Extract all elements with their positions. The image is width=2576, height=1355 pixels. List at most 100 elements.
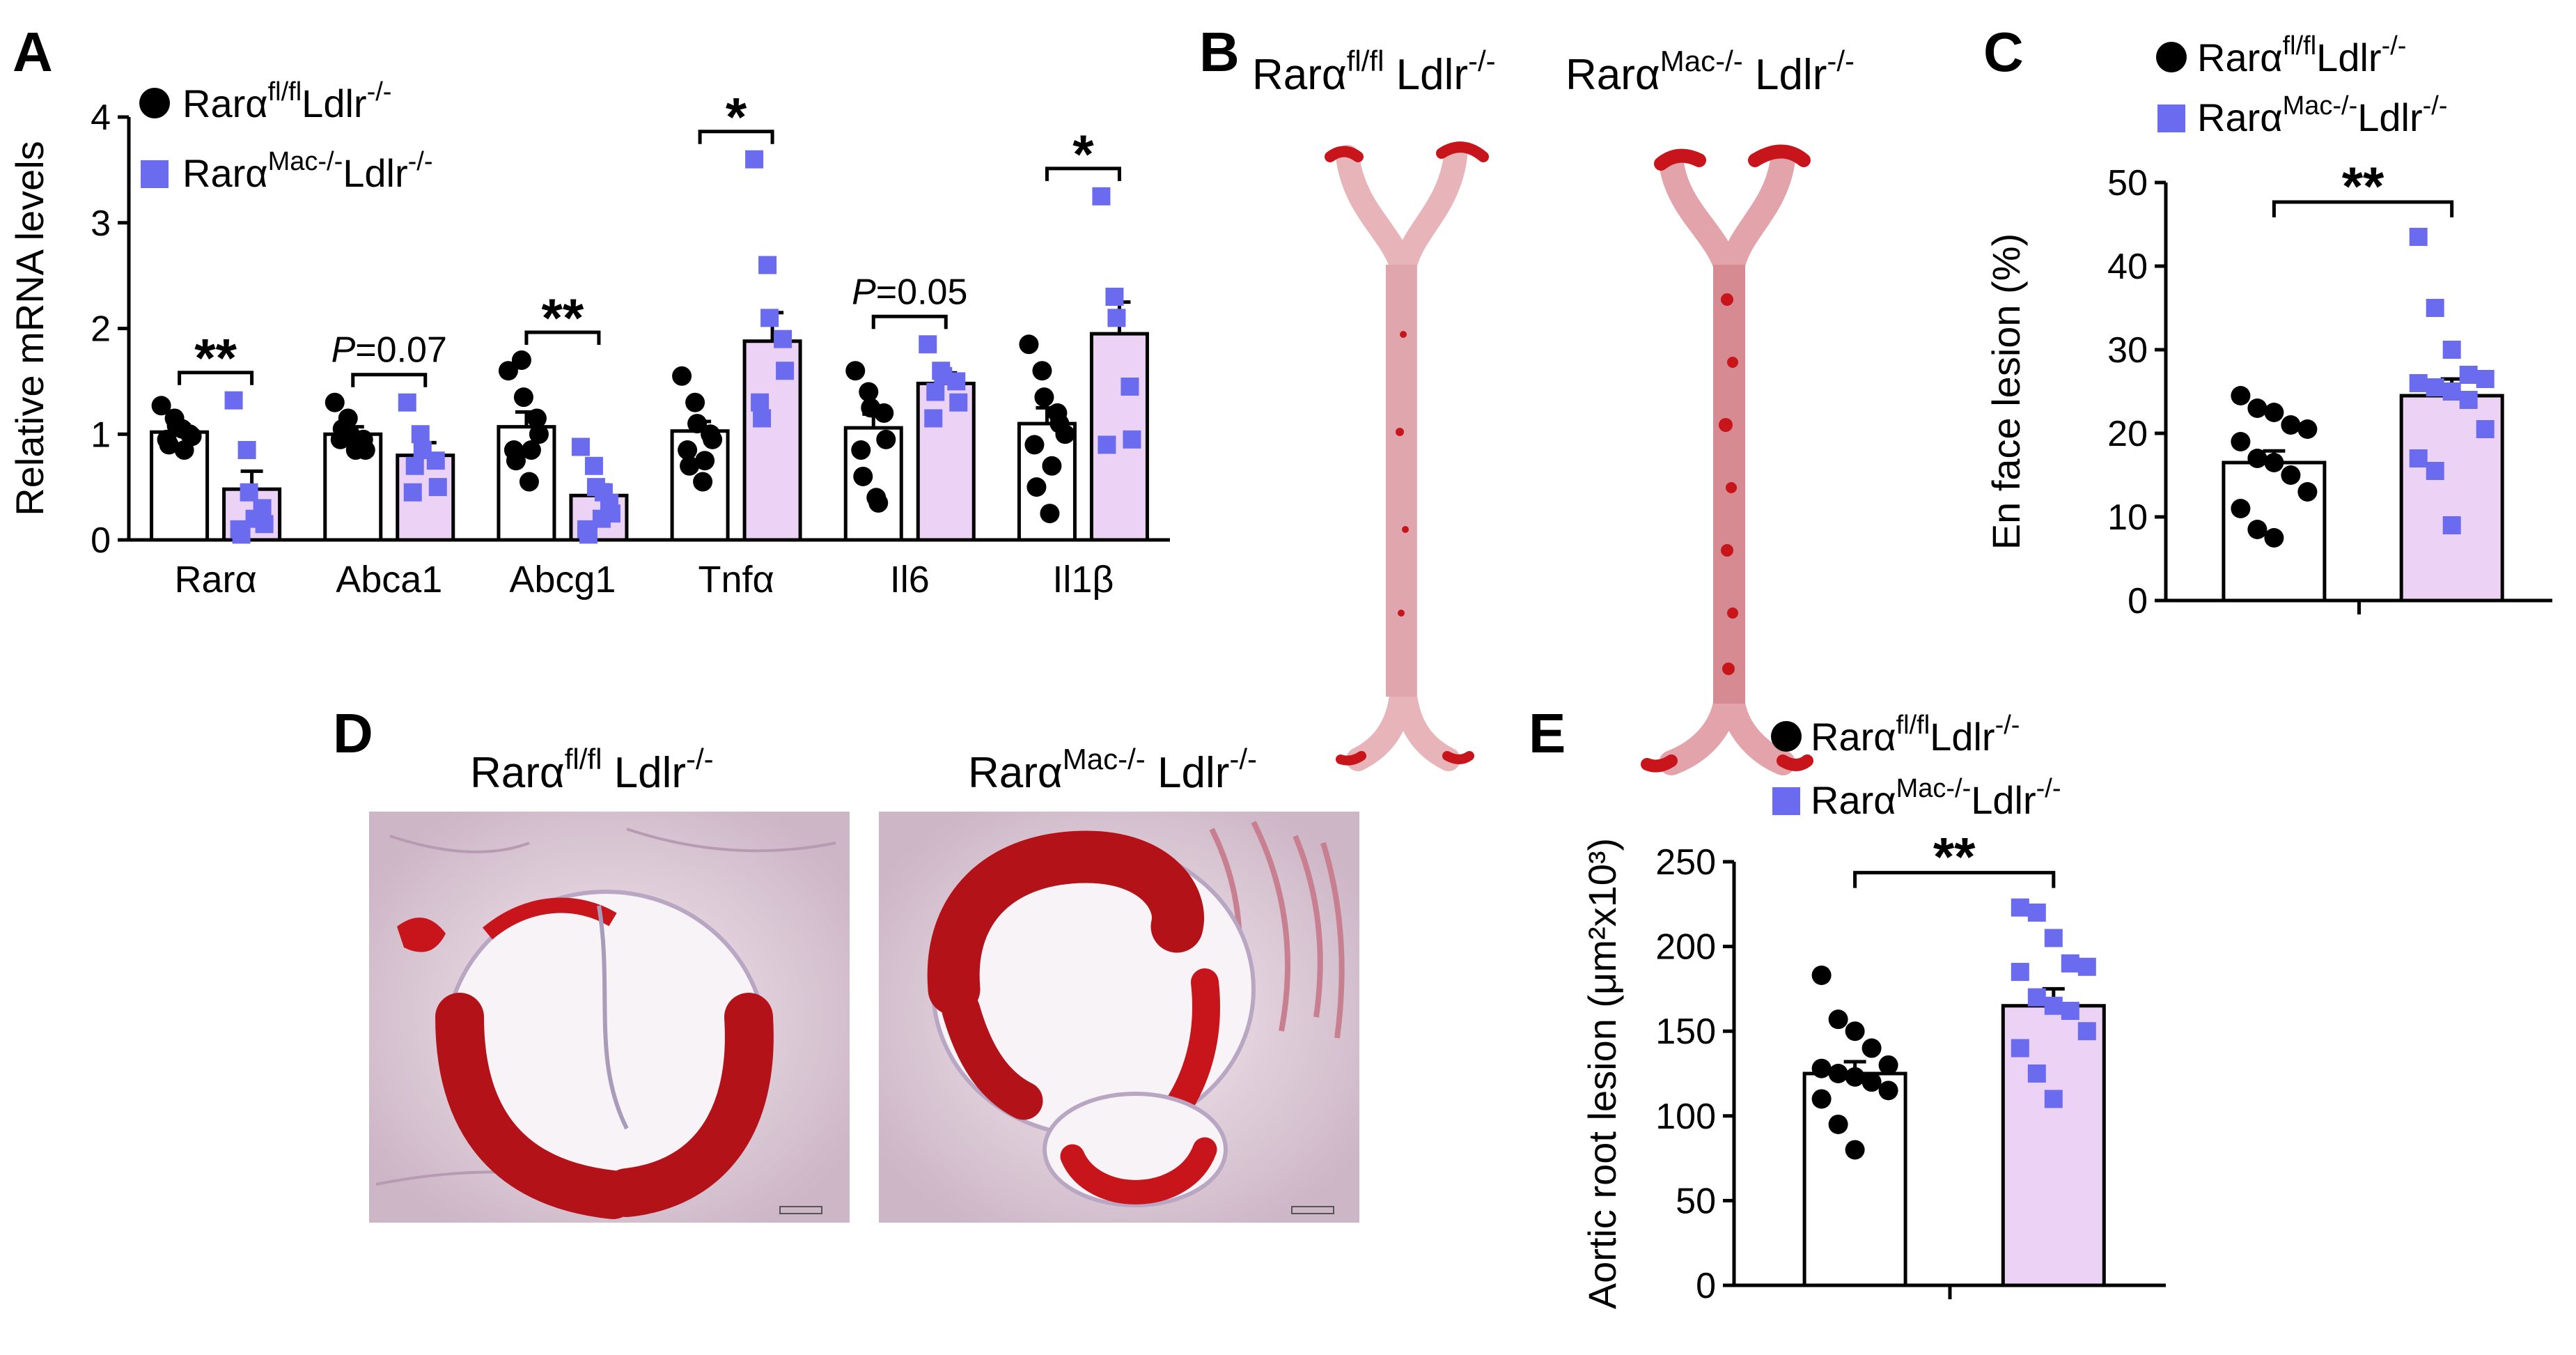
- chart-c-mac-point: [2409, 449, 2428, 467]
- chart-e: 0 50 100 150 200 250 Aortic root lesion (μm²x1…: [1580, 826, 2166, 1309]
- chart-a-sig-bracket: [871, 314, 948, 330]
- legend-a-control-label: Rarαfl/flLdlr-/-: [182, 77, 391, 125]
- panel-letter-b: B: [1199, 21, 1240, 83]
- chart-e-mac-point: [2027, 988, 2046, 1007]
- legend-a-mac-marker: [141, 160, 169, 188]
- chart-c-mac-point: [2459, 391, 2478, 409]
- chart-c-y-tick-label: 10: [2107, 497, 2148, 538]
- chart-a-control-point: [845, 361, 866, 381]
- legend-a-control-marker: [139, 88, 170, 118]
- chart-c-y-axis-title: En face lesion (%): [1984, 233, 2028, 550]
- chart-c-significance-stars: **: [2342, 155, 2384, 217]
- chart-a-mac-point: [1107, 309, 1126, 327]
- chart-e-y-tick-label: 150: [1655, 1012, 1716, 1052]
- chart-a-control-point: [1032, 361, 1052, 381]
- chart-c-mac-point: [2442, 382, 2461, 401]
- chart-a-control-point: [859, 382, 879, 402]
- chart-a-significance-stars: **: [194, 327, 237, 389]
- chart-c-control-point: [2231, 499, 2251, 518]
- chart-a-control-point: [325, 392, 345, 412]
- chart-c-y-tick-label: 20: [2107, 414, 2148, 454]
- aorta-image-mac: [1641, 144, 1813, 775]
- legend-e-control-marker: [1771, 721, 1802, 752]
- legend-c-mac-marker: [2157, 104, 2185, 132]
- chart-c-control-point: [2264, 528, 2284, 548]
- chart-a-category-label: Il6: [890, 559, 930, 601]
- chart-a-control-point: [851, 440, 871, 460]
- chart-a-control-point: [678, 440, 698, 460]
- chart-e-mac-point: [2061, 954, 2079, 973]
- chart-c-control-point: [2231, 386, 2251, 405]
- chart-a-mac-point: [224, 391, 243, 410]
- legend-a-mac-label: RarαMac-/-Ldlr-/-: [182, 147, 433, 195]
- chart-a-control-point: [1042, 456, 1062, 476]
- chart-c-control-point: [2297, 482, 2318, 502]
- chart-a-mac-point: [949, 393, 968, 412]
- chart-a-control-point: [332, 419, 352, 439]
- chart-e-y-axis-title: Aortic root lesion (μm²x10³): [1580, 838, 1624, 1309]
- chart-e-control-point: [1878, 1055, 1898, 1075]
- chart-a-mac-point: [584, 456, 603, 475]
- panel-b-label-control: Rarαfl/fl Ldlr-/-: [1252, 45, 1496, 99]
- chart-e-significance-stars: **: [1933, 826, 1976, 888]
- chart-a-control-point: [498, 361, 518, 381]
- chart-a-control-point: [151, 396, 171, 416]
- chart-a-control-point: [687, 414, 708, 434]
- aorta-image-control: [1325, 141, 1489, 771]
- chart-a-significance-stars: **: [542, 287, 584, 348]
- chart-a-control-point: [1055, 424, 1075, 444]
- chart-a-mac-point: [405, 456, 424, 475]
- chart-c-control-point: [2247, 449, 2267, 468]
- chart-a-control-point: [519, 472, 539, 492]
- chart-c-control-point: [2264, 403, 2284, 422]
- chart-a-control-point: [526, 408, 547, 428]
- chart-a-sig-bracket: [698, 130, 774, 144]
- chart-a-control-point: [876, 429, 896, 449]
- chart-a-mac-point: [751, 393, 770, 412]
- chart-a-mac-point: [237, 441, 256, 460]
- chart-e-y-tick-label: 50: [1676, 1181, 1716, 1221]
- chart-e-mac-point: [2011, 898, 2029, 917]
- legend-c: Rarαfl/flLdlr-/- RarαMac-/-Ldlr-/-: [2156, 31, 2448, 139]
- chart-a-y-tick-label: 1: [91, 415, 111, 455]
- chart-a-control-point: [874, 403, 894, 423]
- chart-a-control-point: [1040, 504, 1060, 524]
- chart-e-control-point: [1861, 1038, 1882, 1058]
- chart-a-mac-point: [947, 372, 966, 391]
- chart-e-control-point: [1845, 1067, 1865, 1087]
- chart-a-mac-point: [1098, 435, 1116, 454]
- chart-a-control-point: [345, 440, 366, 460]
- chart-a-sig-bracket: [1045, 167, 1121, 181]
- chart-a-mac-point: [426, 451, 445, 470]
- chart-c-mac-point: [2459, 366, 2478, 384]
- chart-a-mac-point: [398, 393, 416, 412]
- chart-a-control-point: [513, 387, 533, 408]
- chart-e-y-tick-label: 100: [1655, 1097, 1716, 1137]
- chart-c-control-point: [2231, 432, 2251, 451]
- panel-letter-c: C: [1983, 21, 2024, 83]
- chart-e-sig-bracket: [1853, 871, 2056, 888]
- chart-a-control-point: [685, 392, 705, 412]
- chart-a-control-point: [159, 435, 179, 455]
- chart-a-control-point: [680, 456, 700, 476]
- chart-a-sig-bracket: [351, 373, 428, 387]
- chart-a-mac-point: [745, 150, 764, 169]
- chart-c-control-point: [2264, 453, 2284, 472]
- chart-a-mac-point: [924, 409, 943, 428]
- panel-d-images: Rarαfl/fl Ldlr-/- RarαMac-/- Ldlr-/-: [369, 743, 1359, 1223]
- chart-e-mac-point: [2011, 1039, 2029, 1058]
- chart-a-category-label: Tnfα: [698, 559, 774, 601]
- chart-a-control-point: [693, 472, 713, 492]
- chart-a-y-axis-title: Relative mRNA levels: [8, 141, 52, 516]
- chart-a-significance-stars: *: [726, 86, 747, 148]
- legend-c-mac-label: RarαMac-/-Ldlr-/-: [2197, 91, 2448, 139]
- chart-c-mac-point: [2409, 374, 2428, 392]
- chart-a-mac-point: [594, 483, 613, 502]
- chart-e-mac-point: [2027, 1064, 2046, 1083]
- legend-c-control-marker: [2156, 42, 2187, 72]
- legend-e-mac-label: RarαMac-/-Ldlr-/-: [1811, 774, 2061, 822]
- chart-a-category-label: Abcg1: [509, 559, 616, 601]
- chart-e-control-point: [1811, 1058, 1832, 1078]
